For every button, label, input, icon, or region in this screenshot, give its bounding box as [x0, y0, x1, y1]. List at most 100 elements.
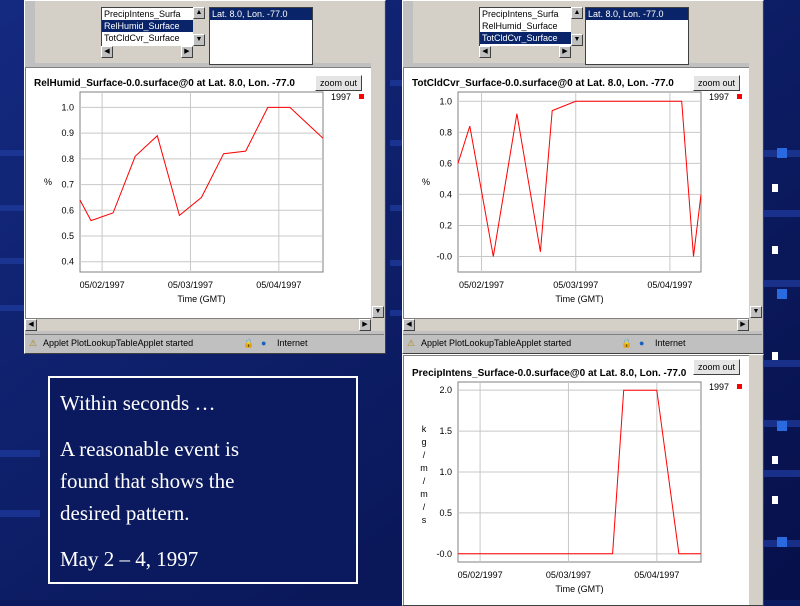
y-tick-label: 0.7 [61, 180, 74, 190]
variable-list[interactable]: PrecipIntens_Surfa RelHumid_Surface TotC… [479, 7, 573, 47]
y-tick-label: 1.0 [61, 102, 74, 112]
variable-list-item-selected[interactable]: TotCldCvr_Surface [480, 32, 572, 44]
scroll-right-icon[interactable]: ▶ [559, 46, 571, 58]
series-line [457, 100, 702, 257]
x-tick-label: 05/02/1997 [459, 280, 504, 290]
scroll-up-icon[interactable]: ▲ [571, 7, 583, 19]
variable-list-item-selected[interactable]: RelHumid_Surface [102, 20, 194, 32]
chart-area: RelHumid_Surface-0.0.surface@0 at Lat. 8… [25, 67, 372, 319]
plot-frame [79, 91, 324, 273]
scroll-right-icon[interactable]: ▶ [181, 46, 193, 58]
zone-text: Internet [277, 338, 308, 348]
legend-swatch [737, 94, 742, 99]
variable-list-hscroll[interactable]: ◀ ▶ [479, 46, 581, 58]
chart-title: PrecipIntens_Surface-0.0.surface@0 at La… [412, 368, 687, 379]
variable-list-scrollbar[interactable]: ▲ ▼ [193, 7, 205, 46]
zoom-out-button[interactable]: zoom out [693, 359, 741, 375]
y-tick-label: 1.5 [439, 426, 452, 436]
page-vertical-scrollbar[interactable]: ▼ [371, 1, 384, 319]
y-tick-label: 0.5 [61, 231, 74, 241]
y-tick-label: 1.0 [439, 96, 452, 106]
selector-panel [413, 1, 753, 63]
legend-label: 1997 [709, 382, 729, 392]
slide-text-line: A reasonable event is [60, 437, 240, 461]
scroll-left-icon[interactable]: ◀ [25, 319, 37, 331]
y-tick-label: 0.4 [61, 257, 74, 267]
location-item[interactable]: Lat. 8.0, Lon. -77.0 [586, 8, 688, 20]
legend-swatch [737, 384, 742, 389]
x-axis-label: Time (GMT) [177, 294, 225, 304]
y-tick-label: 2.0 [439, 385, 452, 395]
scroll-up-icon[interactable]: ▲ [193, 7, 205, 19]
y-tick-label: -0.0 [436, 549, 452, 559]
scroll-left-icon[interactable]: ◀ [479, 46, 491, 58]
slide-text-line: Within seconds … [60, 391, 216, 415]
lock-icon: 🔒 [621, 338, 633, 348]
x-axis-label: Time (GMT) [555, 584, 603, 594]
x-tick-label: 05/04/1997 [647, 280, 692, 290]
variable-list-item[interactable]: PrecipIntens_Surfa [482, 9, 559, 19]
applet-window-totcldcvr: PrecipIntens_Surfa RelHumid_Surface TotC… [402, 0, 764, 354]
variable-list-item[interactable]: TotCldCvr_Surface [104, 33, 180, 43]
page-horizontal-scrollbar[interactable]: ◀ ▶ [403, 319, 762, 331]
variable-list-hscroll[interactable]: ◀ ▶ [101, 46, 203, 58]
x-tick-label: 05/03/1997 [168, 280, 213, 290]
y-axis-label: / [423, 450, 426, 460]
location-list[interactable]: Lat. 8.0, Lon. -77.0 [585, 7, 689, 65]
y-tick-label: 1.0 [439, 467, 452, 477]
location-item[interactable]: Lat. 8.0, Lon. -77.0 [210, 8, 312, 20]
scroll-left-icon[interactable]: ◀ [101, 46, 113, 58]
y-axis-label: / [423, 476, 426, 486]
y-axis-label: % [44, 177, 52, 187]
relhumid-chart: RelHumid_Surface-0.0.surface@0 at Lat. 8… [34, 78, 364, 304]
scroll-down-icon[interactable]: ▼ [372, 306, 384, 318]
globe-icon: ● [261, 338, 267, 348]
x-tick-label: 05/04/1997 [256, 280, 301, 290]
variable-list-item[interactable]: PrecipIntens_Surfa [104, 9, 181, 19]
precipintens-chart: PrecipIntens_Surface-0.0.surface@0 at La… [412, 368, 742, 594]
variable-list-scrollbar[interactable]: ▲ ▼ [571, 7, 583, 46]
chart-title: RelHumid_Surface-0.0.surface@0 at Lat. 8… [34, 78, 295, 89]
scroll-down-icon[interactable]: ▼ [750, 306, 762, 318]
x-tick-label: 05/04/1997 [634, 570, 679, 580]
x-tick-label: 05/02/1997 [80, 280, 125, 290]
scroll-right-icon[interactable]: ▶ [359, 319, 371, 331]
y-axis-label: m [420, 489, 428, 499]
page-vertical-scrollbar[interactable]: ▼ [749, 1, 762, 319]
background-bullets [772, 148, 787, 547]
zoom-out-button[interactable]: zoom out [315, 75, 363, 91]
applet-window-relhumid: PrecipIntens_Surfa RelHumid_Surface TotC… [24, 0, 386, 354]
x-tick-label: 05/03/1997 [553, 280, 598, 290]
y-tick-label: 0.8 [61, 154, 74, 164]
y-tick-label: 0.5 [439, 508, 452, 518]
warning-icon: ⚠ [29, 338, 38, 348]
applet-window-precipintens: PrecipIntens_Surface-0.0.surface@0 at La… [402, 354, 764, 606]
scroll-right-icon[interactable]: ▶ [737, 319, 749, 331]
plot-frame [457, 91, 702, 273]
scroll-left-icon[interactable]: ◀ [403, 319, 415, 331]
y-axis-label: m [420, 463, 428, 473]
status-text: Applet PlotLookupTableApplet started [421, 338, 572, 348]
scroll-down-icon[interactable]: ▼ [571, 34, 583, 46]
x-tick-label: 05/03/1997 [546, 570, 591, 580]
legend-label: 1997 [709, 92, 729, 102]
y-tick-label: 0.2 [439, 220, 452, 230]
page-horizontal-scrollbar[interactable]: ◀ ▶ [25, 319, 384, 331]
legend-label: 1997 [331, 92, 351, 102]
slide-text-box: Within seconds … A reasonable event is f… [48, 376, 358, 584]
chart-area: TotCldCvr_Surface-0.0.surface@0 at Lat. … [403, 67, 750, 319]
warning-icon: ⚠ [407, 338, 416, 348]
scroll-down-icon[interactable]: ▼ [193, 34, 205, 46]
page-vertical-scrollbar[interactable] [749, 355, 762, 605]
status-text: Applet PlotLookupTableApplet started [43, 338, 194, 348]
variable-list[interactable]: PrecipIntens_Surfa RelHumid_Surface TotC… [101, 7, 195, 47]
location-list[interactable]: Lat. 8.0, Lon. -77.0 [209, 7, 313, 65]
zone-text: Internet [655, 338, 686, 348]
chart-title: TotCldCvr_Surface-0.0.surface@0 at Lat. … [412, 78, 674, 89]
variable-list-item[interactable]: RelHumid_Surface [482, 21, 558, 31]
legend-swatch [359, 94, 364, 99]
zoom-out-button[interactable]: zoom out [693, 75, 741, 91]
totcldcvr-chart: TotCldCvr_Surface-0.0.surface@0 at Lat. … [412, 78, 742, 304]
slide-text-line: May 2 – 4, 1997 [60, 547, 199, 571]
y-tick-label: 0.4 [439, 189, 452, 199]
